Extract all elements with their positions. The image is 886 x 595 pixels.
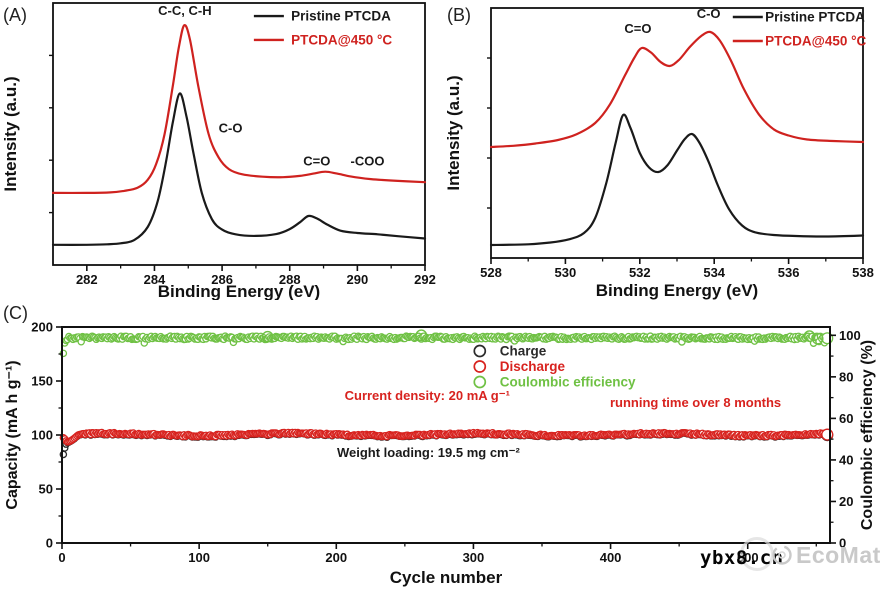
legend-label: Charge bbox=[500, 343, 547, 358]
y-left-tick-label: 150 bbox=[31, 374, 53, 389]
y-axis-title: Intensity (a.u.) bbox=[444, 75, 463, 190]
x-tick-label: 400 bbox=[600, 550, 622, 565]
annotation-text: running time over 8 months bbox=[610, 395, 781, 410]
discharge-point bbox=[821, 428, 834, 441]
x-tick-label: 292 bbox=[414, 272, 436, 287]
legend-label: Discharge bbox=[500, 359, 566, 374]
x-axis-title: Binding Energy (eV) bbox=[158, 282, 320, 300]
x-tick-label: 286 bbox=[211, 272, 233, 287]
legend-marker bbox=[473, 360, 487, 373]
y-left-tick-label: 200 bbox=[31, 320, 53, 335]
y-right-tick-label: 0 bbox=[839, 536, 846, 551]
peak-annotation: C=O bbox=[303, 153, 330, 168]
x-tick-label: 282 bbox=[76, 272, 98, 287]
x-axis-title: Binding Energy (eV) bbox=[596, 281, 758, 300]
series-curve-pristine-ptcda bbox=[489, 113, 865, 247]
y-right-tick-label: 40 bbox=[839, 452, 853, 467]
ecomat-logo-icon bbox=[772, 545, 792, 565]
legend-label: Pristine PTCDA bbox=[291, 9, 391, 24]
y-axis-title: Intensity (a.u.) bbox=[1, 76, 20, 191]
x-tick-label: 0 bbox=[58, 550, 65, 565]
panel-c-chart: 0 100 200 300 400 500050100150200020406080100… bbox=[4, 320, 876, 588]
x-tick-label: 538 bbox=[852, 265, 874, 280]
annotation-text: Weight loading: 19.5 mg cm⁻² bbox=[337, 445, 521, 460]
legend-label: PTCDA@450 °C bbox=[765, 34, 866, 49]
peak-annotation: C-C, C-H bbox=[158, 3, 211, 18]
x-tick-label: 288 bbox=[279, 272, 301, 287]
y-right-tick-label: 80 bbox=[839, 369, 853, 384]
y-right-tick-label: 20 bbox=[839, 494, 853, 509]
y-left-tick-label: 50 bbox=[39, 482, 53, 497]
y-right-tick-label: 60 bbox=[839, 411, 853, 426]
y-left-tick-label: 100 bbox=[31, 428, 53, 443]
x-tick-label: 528 bbox=[480, 265, 502, 280]
peak-annotation: -COO bbox=[351, 153, 385, 168]
efficiency-big-ring bbox=[811, 332, 824, 345]
peak-annotation: C-O bbox=[219, 121, 243, 136]
efficiency-big-ring bbox=[803, 330, 816, 343]
x-tick-label: 536 bbox=[778, 265, 800, 280]
watermark: ybx8.cn EcoMat bbox=[694, 537, 886, 575]
x-tick-label: 534 bbox=[703, 265, 725, 280]
plot-frame bbox=[52, 2, 426, 266]
x-tick-label: 300 bbox=[463, 550, 485, 565]
legend-marker bbox=[473, 375, 487, 389]
y-left-axis-title: Capacity (mA h g⁻¹) bbox=[4, 360, 21, 509]
series-curve-pristine-ptcda bbox=[51, 92, 427, 246]
x-tick-label: 284 bbox=[144, 272, 166, 287]
annotation-text: Current density: 20 mA g⁻¹ bbox=[345, 388, 510, 403]
x-tick-label: 530 bbox=[555, 265, 577, 280]
y-left-tick-label: 0 bbox=[46, 536, 53, 551]
panel-c-label: (C) bbox=[3, 303, 28, 323]
peak-annotation: C-O bbox=[697, 6, 721, 21]
y-right-axis-title: Coulombic efficiency (%) bbox=[859, 340, 876, 530]
efficiency-big-ring bbox=[415, 329, 428, 342]
ecomat-brand-text: EcoMat bbox=[796, 542, 881, 568]
legend-marker bbox=[473, 344, 487, 358]
x-tick-label: 100 bbox=[188, 550, 210, 565]
panel-a-label: (A) bbox=[3, 5, 27, 25]
x-tick-label: 200 bbox=[325, 550, 347, 565]
efficiency-big-ring bbox=[261, 330, 274, 343]
x-tick-label: 532 bbox=[629, 265, 651, 280]
series-curve-ptcda-450-c bbox=[51, 24, 427, 195]
panel-b-chart: 528 530 532 534 536 538 Binding Energy (eV) Int… bbox=[444, 6, 874, 300]
legend-label: Pristine PTCDA bbox=[765, 10, 865, 25]
y-right-tick-label: 100 bbox=[839, 328, 861, 343]
peak-annotation: C=O bbox=[624, 21, 651, 36]
watermark-url-text: ybx8.cn bbox=[700, 547, 784, 569]
legend-label: PTCDA@450 °C bbox=[291, 32, 392, 47]
panel-b-label: (B) bbox=[447, 5, 471, 25]
legend-label: Coulombic efficiency bbox=[500, 374, 636, 389]
series-curve-ptcda-450-c bbox=[489, 30, 865, 149]
x-tick-label: 290 bbox=[347, 272, 369, 287]
x-axis-title: Cycle number bbox=[390, 568, 503, 587]
panel-a-chart: 282 284 286 288 290 292 Binding Energy (eV) Int… bbox=[1, 2, 436, 300]
